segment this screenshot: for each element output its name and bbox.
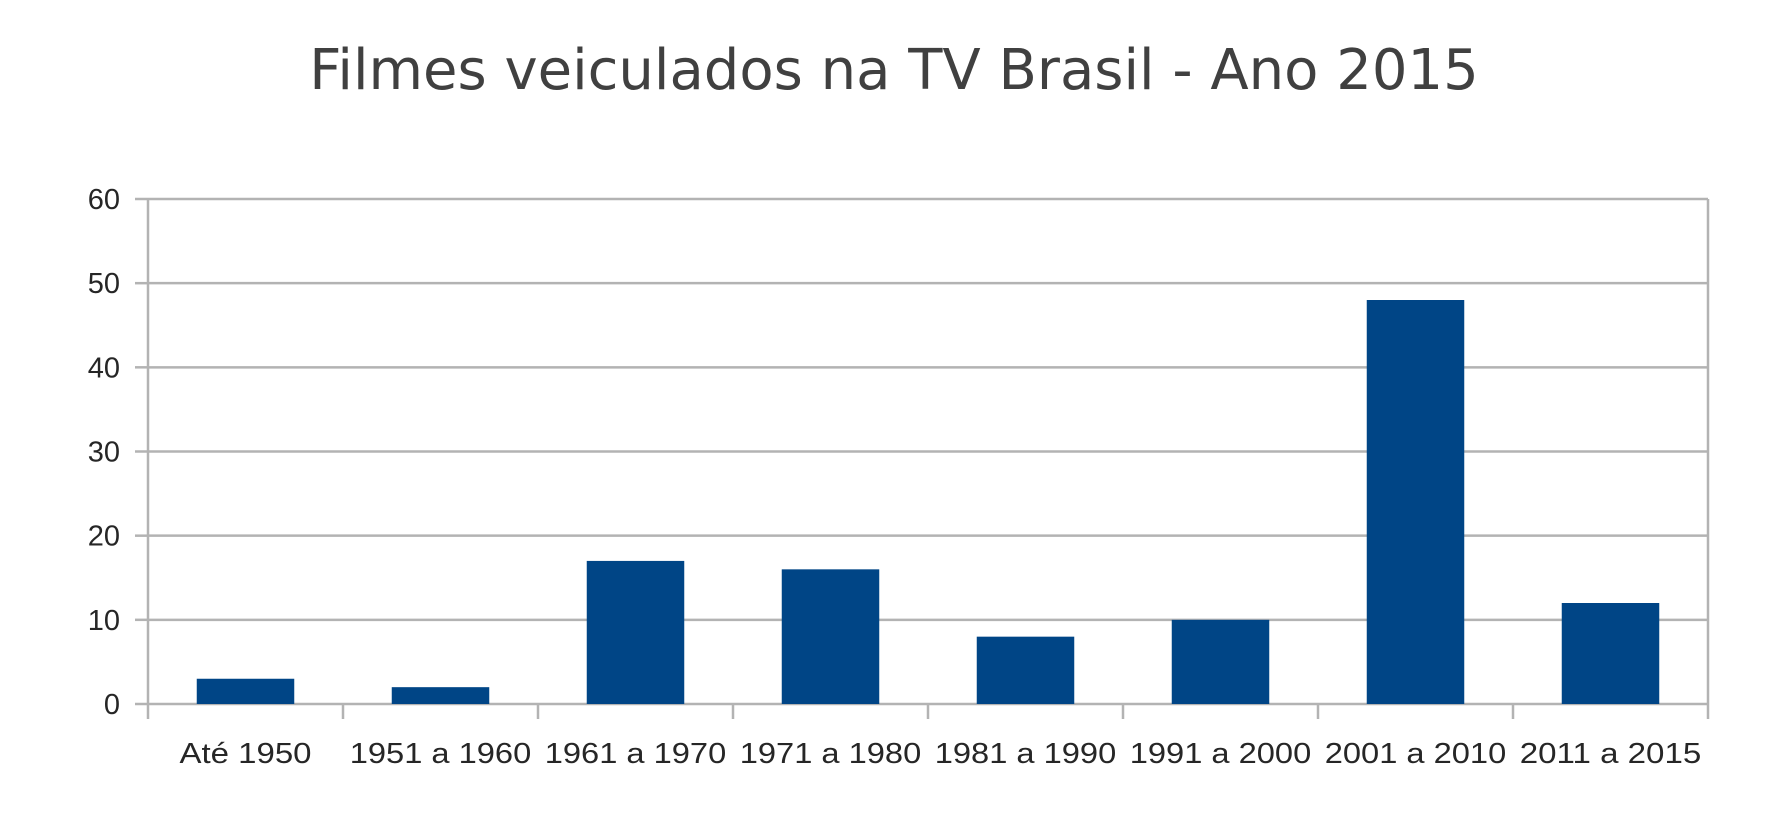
x-category-label: 1951 a 1960: [350, 738, 532, 770]
bar-0: [196, 678, 295, 704]
bars: [196, 300, 1660, 704]
x-category-label: 1991 a 2000: [1130, 738, 1312, 770]
y-tick-label: 60: [88, 184, 120, 216]
x-category-label: Até 1950: [180, 738, 312, 770]
bar-5: [1171, 619, 1270, 704]
x-category-label: 2011 a 2015: [1520, 738, 1702, 770]
bar-1: [391, 687, 490, 704]
y-tick-label: 40: [88, 352, 120, 384]
y-tick-label: 10: [88, 605, 120, 637]
bar-3: [781, 569, 880, 704]
x-category-label: 1961 a 1970: [545, 738, 727, 770]
y-tick-labels: 0 10 20 30 40 50 60: [88, 184, 120, 721]
y-tick-label: 20: [88, 521, 120, 553]
bar-6: [1366, 300, 1465, 704]
x-tick-labels: Até 1950 1951 a 1960 1961 a 1970 1971 a 198…: [180, 738, 1702, 770]
bar-4: [976, 636, 1075, 704]
x-category-label: 1981 a 1990: [935, 738, 1117, 770]
x-category-label: 2001 a 2010: [1325, 738, 1507, 770]
axes: [135, 197, 1710, 719]
bar-7: [1561, 603, 1660, 704]
chart-title: Filmes veiculados na TV Brasil - Ano 201…: [309, 38, 1479, 103]
x-category-label: 1971 a 1980: [740, 738, 922, 770]
bar-2: [586, 560, 685, 704]
y-tick-label: 0: [104, 689, 120, 721]
y-tick-label: 50: [88, 268, 120, 300]
y-tick-label: 30: [88, 437, 120, 469]
grid-lines: [148, 197, 1708, 706]
